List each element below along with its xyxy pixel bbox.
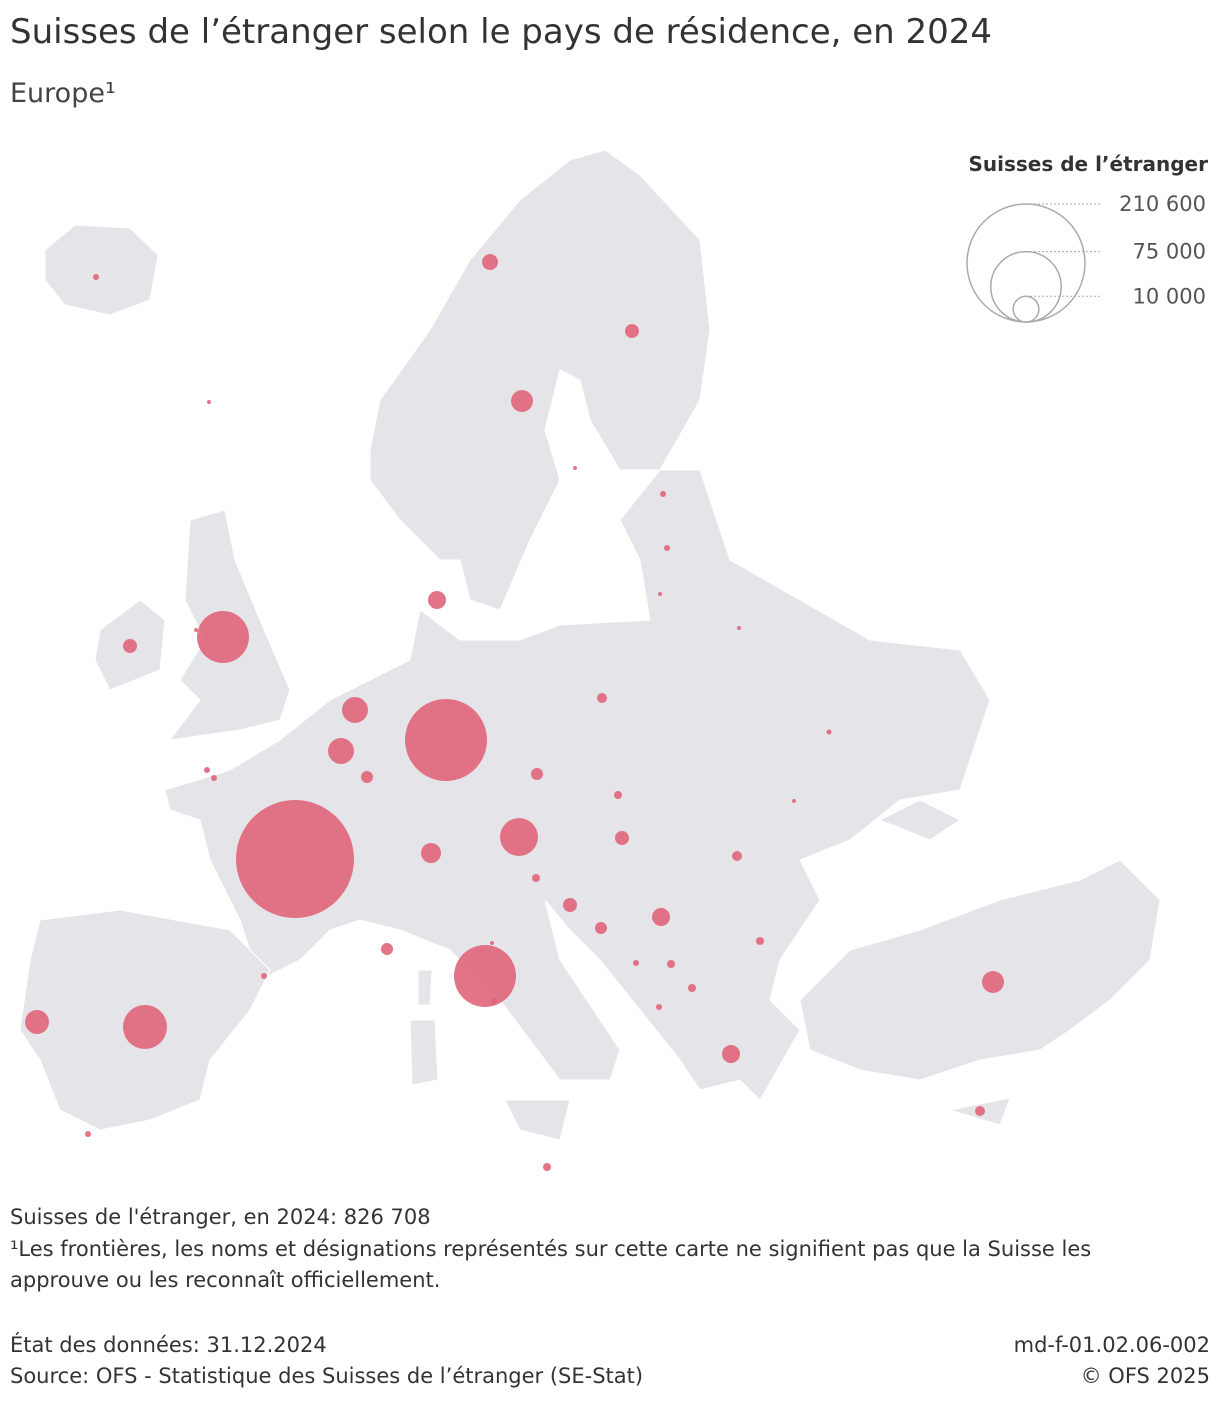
bubble	[196, 610, 250, 664]
scandinavia	[369, 149, 711, 611]
bubble	[530, 767, 544, 781]
bubble	[380, 942, 394, 956]
legend-circle	[990, 250, 1062, 323]
sicily	[504, 1099, 571, 1141]
corsica	[417, 969, 433, 1006]
legend-label: 210 600	[1119, 192, 1206, 216]
bubble	[613, 790, 623, 800]
bubble	[360, 770, 374, 784]
bubble	[210, 774, 218, 782]
source: Source: OFS - Statistique des Suisses de…	[10, 1364, 644, 1388]
bubble	[490, 997, 498, 1005]
bubble	[658, 592, 662, 596]
code: md-f-01.02.06-002	[1013, 1333, 1210, 1357]
bubble	[666, 959, 676, 969]
bubble	[421, 843, 442, 863]
legend-label: 75 000	[1133, 240, 1206, 264]
bubbles	[25, 254, 1004, 1172]
bubble	[203, 766, 211, 774]
bubble	[687, 983, 697, 993]
anatolia	[799, 859, 1161, 1081]
bubble	[84, 1130, 92, 1138]
bubble	[122, 1004, 168, 1050]
bubble	[632, 959, 640, 967]
bubble	[123, 639, 137, 653]
bubble	[563, 898, 577, 912]
bubble	[659, 490, 667, 498]
bubble	[92, 273, 100, 281]
bubble	[260, 972, 268, 980]
title: Suisses de l’étranger selon le pays de r…	[10, 12, 993, 52]
legend-title: Suisses de l’étranger	[968, 152, 1208, 176]
bubble	[500, 818, 538, 856]
bubble	[328, 738, 354, 764]
bubble	[454, 945, 516, 1007]
data-status: État des données: 31.12.2024	[10, 1333, 327, 1357]
bubble	[975, 1106, 985, 1116]
bubble	[342, 697, 368, 723]
total-note: Suisses de l'étranger, en 2024: 826 708	[10, 1205, 431, 1229]
bubble	[722, 1045, 740, 1063]
bubble	[597, 693, 607, 703]
bubble	[542, 1162, 552, 1172]
sardinia	[409, 1019, 439, 1086]
bubble	[405, 699, 487, 781]
bubble	[732, 851, 742, 861]
subtitle: Europe¹	[10, 78, 116, 109]
legend: Suisses de l’étranger 210 600 75 000 10 00…	[966, 152, 1208, 323]
bubble	[482, 254, 498, 270]
bubble	[428, 591, 446, 609]
bubble	[511, 390, 533, 412]
mainland	[164, 469, 991, 1101]
bubble	[625, 324, 639, 338]
bubble	[615, 831, 629, 845]
legend-label: 10 000	[1133, 284, 1206, 308]
bubble	[755, 936, 765, 946]
bubble	[531, 873, 541, 883]
footnote: ¹Les frontières, les noms et désignation…	[10, 1237, 1092, 1292]
copyright: © OFS 2025	[1080, 1364, 1210, 1388]
bubble	[652, 908, 670, 926]
land	[19, 149, 1161, 1141]
legend-circle	[1012, 295, 1040, 323]
map: Suisses de l’étranger 210 600 75 000 10 00…	[19, 149, 1208, 1172]
bubble	[25, 1010, 49, 1034]
bubble	[737, 626, 741, 630]
bubble	[236, 800, 354, 918]
bubble	[826, 729, 832, 735]
bubble	[490, 941, 494, 945]
bubble	[207, 400, 211, 404]
bubble	[982, 971, 1004, 993]
bubble	[655, 1003, 663, 1011]
bubble	[194, 628, 198, 632]
iceland	[44, 224, 159, 316]
bubble	[792, 799, 796, 803]
bubble	[594, 921, 608, 935]
legend-circle	[966, 203, 1086, 323]
crimea	[878, 799, 961, 841]
bubble	[663, 544, 671, 552]
bubble	[573, 466, 577, 470]
